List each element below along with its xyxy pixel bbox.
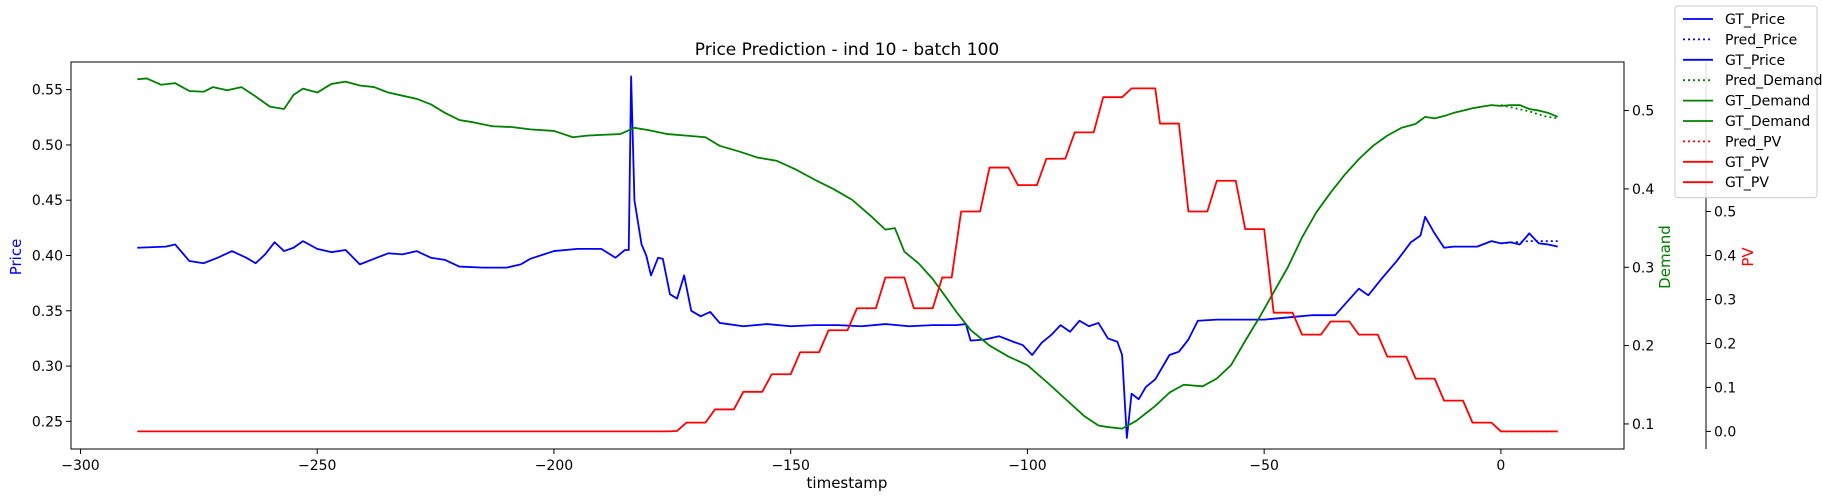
legend-frame: [1674, 5, 1818, 199]
pv-tick-label: 0.5: [1714, 205, 1736, 221]
chart-title: Price Prediction - ind 10 - batch 100: [695, 40, 999, 60]
pv-tick-label: 0.0: [1714, 424, 1736, 440]
price-tick-label: 0.25: [32, 414, 63, 430]
price-tick-label: 0.45: [32, 193, 63, 209]
demand-tick-label: 0.4: [1632, 182, 1654, 198]
price-axis-label: Price: [7, 239, 25, 276]
legend-label: Pred_Demand: [1725, 73, 1822, 89]
price-tick-label: 0.30: [32, 359, 63, 375]
legend-label: GT_Demand: [1725, 94, 1810, 110]
x-tick-label: −50: [1249, 458, 1279, 474]
demand-axis-label: Demand: [1656, 225, 1674, 289]
price-tick-label: 0.35: [32, 304, 63, 320]
legend-label: GT_PV: [1725, 155, 1769, 171]
demand-tick-label: 0.1: [1632, 417, 1654, 433]
demand-tick-label: 0.2: [1632, 339, 1654, 355]
pv-tick-label: 0.4: [1714, 249, 1736, 265]
price-tick-label: 0.55: [32, 83, 63, 99]
plot-frame: [70, 61, 1625, 450]
pv-tick-label: 0.3: [1714, 292, 1736, 308]
legend: GT_Price Pred_Price GT_Price Pred_Demand GT_…: [1674, 5, 1822, 199]
legend-label: Pred_Price: [1725, 32, 1797, 48]
x-tick-label: −250: [298, 458, 336, 474]
legend-label: Pred_PV: [1725, 134, 1782, 150]
price-tick-label: 0.40: [32, 249, 63, 265]
series-line-gt-price: [137, 75, 1558, 439]
x-tick-label: −200: [535, 458, 573, 474]
x-tick-label: −100: [1008, 458, 1046, 474]
pv-axis-label: PV: [1739, 247, 1757, 267]
series-layer: [137, 75, 1559, 439]
x-axis-label: timestamp: [807, 474, 888, 492]
demand-tick-label: 0.5: [1632, 104, 1654, 120]
series-line-gt-pv: [137, 87, 1558, 433]
series-line-pred-demand: [1500, 104, 1558, 120]
price-tick-label: 0.50: [32, 138, 63, 154]
demand-axis: 0.1 0.2 0.3 0.4 0.5: [1624, 104, 1654, 433]
legend-label: GT_PV: [1725, 175, 1769, 191]
pv-tick-label: 0.2: [1714, 336, 1736, 352]
x-tick-label: −150: [771, 458, 809, 474]
x-axis: −300 −250 −200 −150 −100 −50 0: [61, 449, 1505, 474]
price-axis: 0.25 0.30 0.35 0.40 0.45 0.50 0.55: [32, 83, 71, 430]
legend-label: GT_Price: [1725, 12, 1785, 28]
pv-tick-label: 0.1: [1714, 380, 1736, 396]
series-line-gt-demand: [137, 77, 1559, 430]
x-tick-label: −300: [61, 458, 99, 474]
x-tick-label: 0: [1496, 458, 1505, 474]
legend-label: GT_Price: [1725, 53, 1785, 69]
demand-tick-label: 0.3: [1632, 260, 1654, 276]
legend-label: GT_Demand: [1725, 114, 1810, 130]
